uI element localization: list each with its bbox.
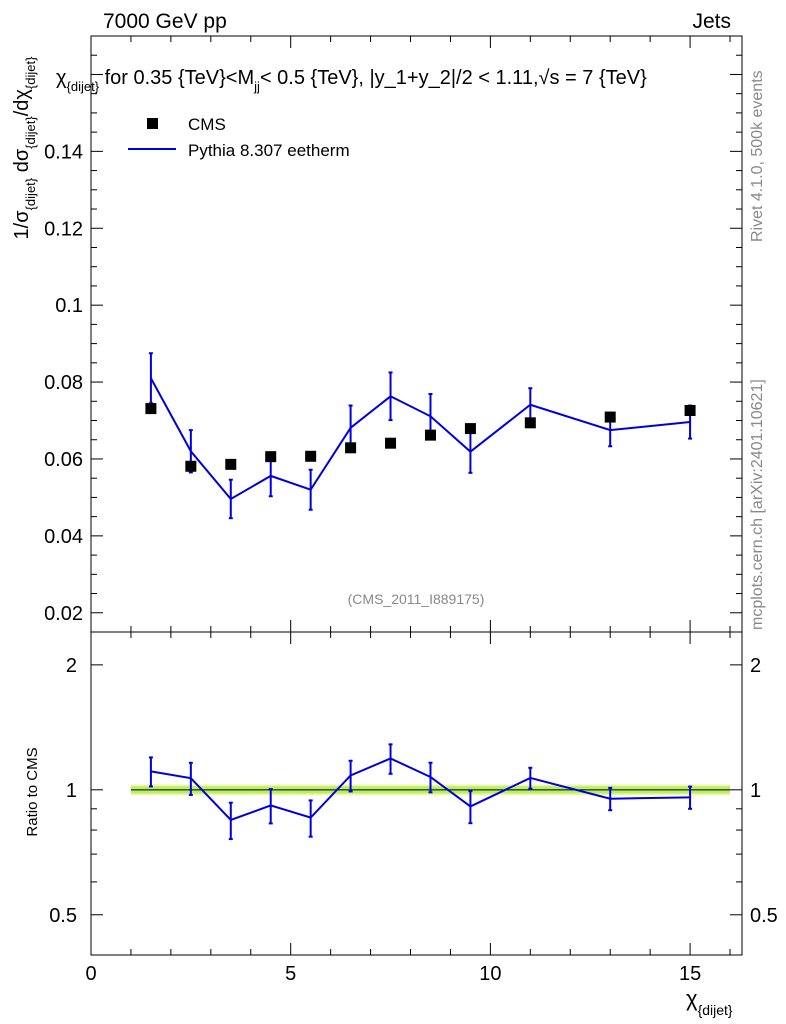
legend-cms-marker — [147, 118, 158, 129]
cms-data-point — [385, 437, 397, 449]
mcplots-label: mcplots.cern.ch [arXiv:2401.10621] — [749, 379, 766, 630]
ratio-tick-label-right: 0.5 — [750, 905, 778, 927]
ratio-tick-label-right: 2 — [750, 655, 761, 677]
y-tick-label: 0.08 — [44, 372, 83, 394]
y-tick-label: 0.14 — [44, 141, 83, 163]
x-tick-labels: 0 5 10 15 — [85, 963, 701, 985]
cms-data-point — [265, 451, 277, 463]
x-tick-label: 15 — [679, 963, 701, 985]
rivet-label: Rivet 4.1.0, 500k events — [749, 70, 766, 242]
x-axis-label: χ{dijet} — [686, 986, 733, 1018]
cms-data-point — [604, 411, 616, 423]
x-tick-label: 10 — [479, 963, 501, 985]
cms-data-point — [185, 460, 197, 472]
ratio-y-tick-labels: 0.5 0.5 1 1 2 2 — [49, 655, 778, 927]
x-tick-label: 5 — [285, 963, 296, 985]
ratio-tick-label-left: 1 — [66, 780, 77, 802]
axis-ticks — [90, 35, 742, 956]
cms-data-point — [684, 405, 696, 417]
cms-data-point — [424, 429, 436, 441]
ratio-tick-label-right: 1 — [750, 780, 761, 802]
ratio-y-axis-label: Ratio to CMS — [24, 747, 41, 836]
cms-data-point — [225, 458, 237, 470]
pythia-line — [150, 377, 691, 501]
legend-pythia-label: Pythia 8.307 eetherm — [188, 141, 350, 160]
cms-data-point — [345, 442, 357, 454]
cms-data-point — [524, 417, 536, 429]
cms-series-main — [145, 403, 696, 472]
ratio-tick-label-left: 2 — [66, 655, 77, 677]
main-y-tick-labels: 0.02 0.04 0.06 0.08 0.1 0.12 0.14 — [44, 141, 83, 624]
legend-cms-label: CMS — [188, 115, 226, 134]
cms-data-point — [464, 423, 476, 435]
pythia-series-main — [148, 352, 693, 520]
y-tick-label: 0.1 — [55, 295, 83, 317]
y-axis-label: 1/σ{dijet} dσ{dijet}/dχ{dijet} — [11, 56, 38, 240]
pythia-series-ratio — [148, 743, 693, 841]
y-tick-label: 0.12 — [44, 218, 83, 240]
header-left: 7000 GeV pp — [103, 10, 227, 33]
x-tick-label: 0 — [85, 963, 96, 985]
y-tick-label: 0.06 — [44, 449, 83, 471]
cms-data-point — [145, 403, 157, 415]
ratio-plot-frame — [90, 631, 743, 956]
header-right: Jets — [692, 10, 731, 33]
cms-data-point — [305, 450, 317, 462]
y-tick-label: 0.02 — [44, 603, 83, 625]
ratio-tick-label-left: 0.5 — [49, 905, 77, 927]
ratio-line — [150, 757, 691, 822]
plot-title: χ{dijet} for 0.35 {TeV}<Mjj< 0.5 {TeV}, … — [56, 67, 647, 94]
analysis-watermark: (CMS_2011_I889175) — [348, 591, 485, 607]
y-tick-label: 0.04 — [44, 526, 83, 548]
